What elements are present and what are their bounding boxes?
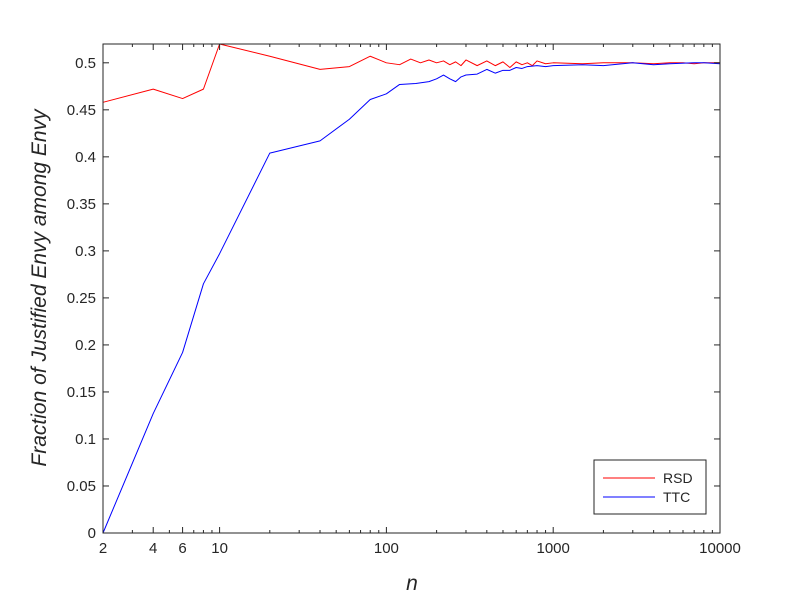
y-tick-label: 0.05 — [67, 478, 96, 495]
tick-layer: 2 4 6 10 100 1000 10000 0 0.05 0.1 0.15 0.2 0.25 0.3 0… — [67, 44, 741, 557]
y-tick-label: 0.25 — [67, 290, 96, 307]
y-tick-label: 0.45 — [67, 102, 96, 119]
legend-label-rsd: RSD — [663, 470, 693, 486]
series-layer — [102, 43, 721, 534]
legend-box — [593, 459, 707, 515]
plot-area — [103, 44, 720, 533]
series-line-ttc — [102, 62, 721, 534]
y-tick-label: 0.3 — [75, 243, 96, 260]
x-axis-label: n — [406, 572, 418, 595]
y-tick-label: 0.5 — [75, 55, 96, 72]
x-tick-label: 4 — [149, 540, 157, 557]
x-tick-label: 10 — [211, 540, 228, 557]
plot-frame — [102, 43, 721, 534]
x-tick-label: 1000 — [537, 540, 570, 557]
y-tick-label: 0.2 — [75, 337, 96, 354]
y-tick-label: 0 — [88, 525, 96, 542]
y-tick-label: 0.1 — [75, 431, 96, 448]
y-tick-label: 0.15 — [67, 384, 96, 401]
x-tick-label: 6 — [178, 540, 186, 557]
y-axis-label: Fraction of Justified Envy among Envy — [28, 108, 51, 467]
y-tick-label: 0.35 — [67, 196, 96, 213]
x-tick-label: 100 — [374, 540, 399, 557]
legend-label-ttc: TTC — [663, 489, 690, 505]
x-tick-label: 10000 — [699, 540, 741, 557]
x-tick-label: 2 — [99, 540, 107, 557]
y-tick-label: 0.4 — [75, 149, 96, 166]
legend: RSD TTC — [593, 459, 707, 515]
